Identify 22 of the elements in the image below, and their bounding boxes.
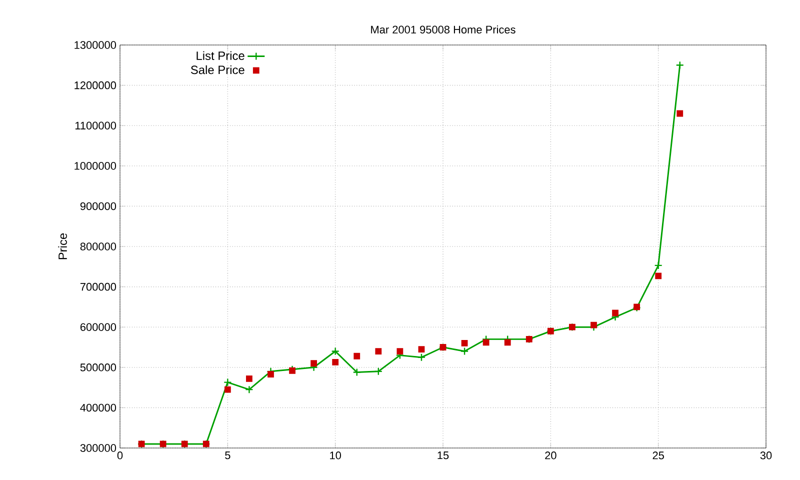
y-tick-label: 1200000 xyxy=(74,81,116,90)
y-tick-label: 500000 xyxy=(80,364,116,372)
x-tick-label: 30 xyxy=(760,452,772,460)
x-tick-label: 5 xyxy=(225,452,230,460)
x-tick-label: 10 xyxy=(330,452,341,460)
y-tick-label: 1300000 xyxy=(74,41,116,49)
legend-label: List Price xyxy=(196,51,244,60)
x-tick-label: 0 xyxy=(117,452,123,460)
y-tick-label: 1000000 xyxy=(74,162,116,170)
y-tick-label: 300000 xyxy=(80,444,116,452)
legend-label: Sale Price xyxy=(190,65,244,74)
x-tick-label: 25 xyxy=(652,452,664,460)
y-axis-title: Price xyxy=(58,233,67,260)
x-tick-label: 15 xyxy=(438,452,449,460)
y-tick-label: 400000 xyxy=(80,404,116,412)
y-tick-label: 600000 xyxy=(80,323,116,331)
chart-title: Mar 2001 95008 Home Prices xyxy=(371,25,516,34)
x-tick-label: 20 xyxy=(545,452,556,460)
y-tick-label: 800000 xyxy=(80,242,116,250)
y-tick-label: 700000 xyxy=(80,282,116,291)
y-tick-label: 900000 xyxy=(80,202,116,210)
y-tick-label: 1100000 xyxy=(75,122,116,130)
